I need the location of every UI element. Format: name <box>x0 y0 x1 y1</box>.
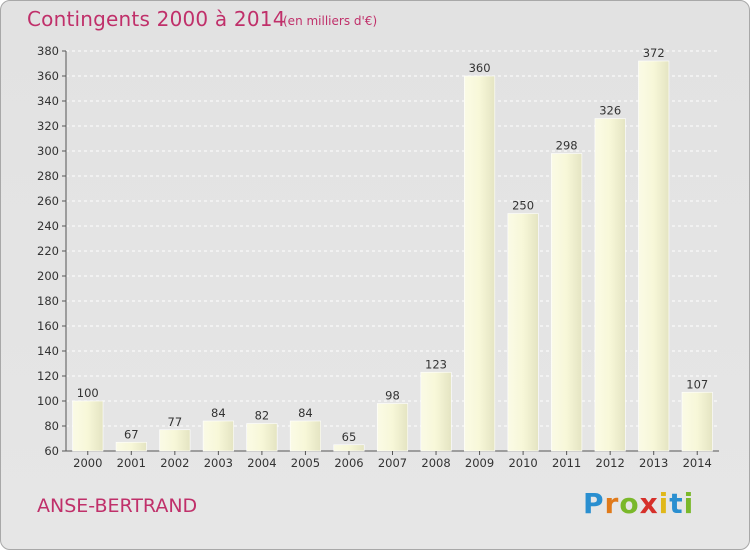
y-tick-label: 380 <box>37 44 59 58</box>
bar <box>594 118 626 452</box>
x-tick-label: 2000 <box>73 456 102 470</box>
x-tick-label: 2013 <box>639 456 668 470</box>
y-tick-label: 100 <box>37 394 59 408</box>
y-tick-label: 60 <box>44 444 59 458</box>
y-tick-label: 360 <box>37 69 59 83</box>
bar <box>638 60 670 452</box>
data-label: 82 <box>255 409 270 423</box>
logo-letter: i <box>683 487 695 520</box>
data-label: 250 <box>512 199 534 213</box>
y-tick-label: 120 <box>37 369 59 383</box>
x-tick-label: 2007 <box>378 456 407 470</box>
bar <box>289 420 321 452</box>
x-tick-label: 2008 <box>421 456 450 470</box>
x-tick-label: 2006 <box>334 456 363 470</box>
logo-letter: P <box>583 487 605 520</box>
data-label: 98 <box>385 389 400 403</box>
y-tick-label: 300 <box>37 144 59 158</box>
y-tick-label: 160 <box>37 319 59 333</box>
data-label: 360 <box>469 61 491 75</box>
logo-letter: x <box>639 487 659 520</box>
x-tick-label: 2003 <box>204 456 233 470</box>
y-tick-label: 320 <box>37 119 59 133</box>
bar <box>159 429 191 452</box>
x-tick-label: 2012 <box>596 456 625 470</box>
bar <box>333 444 365 452</box>
bar <box>507 213 539 452</box>
data-label: 372 <box>643 46 665 60</box>
x-tick-label: 2009 <box>465 456 494 470</box>
x-tick-label: 2011 <box>552 456 581 470</box>
data-label: 67 <box>124 427 139 441</box>
x-tick-label: 2010 <box>508 456 537 470</box>
data-label: 65 <box>342 430 357 444</box>
bar <box>420 371 452 452</box>
y-tick-label: 240 <box>37 219 59 233</box>
y-tick-label: 80 <box>44 419 59 433</box>
bar <box>551 153 583 452</box>
x-tick-label: 2005 <box>291 456 320 470</box>
data-label: 123 <box>425 357 447 371</box>
bar <box>376 403 409 452</box>
data-label: 84 <box>211 406 226 420</box>
logo-letter: t <box>669 487 684 520</box>
x-tick-label: 2014 <box>683 456 712 470</box>
x-tick-label: 2001 <box>117 456 146 470</box>
y-tick-label: 220 <box>37 244 59 258</box>
x-tick-label: 2004 <box>247 456 276 470</box>
chart-subtitle: (en milliers d'€) <box>283 14 378 28</box>
logo-letter: o <box>619 487 640 520</box>
bar <box>115 441 147 452</box>
bar <box>72 400 104 452</box>
y-tick-label: 280 <box>37 169 59 183</box>
y-tick-label: 260 <box>37 194 59 208</box>
logo-letter: r <box>604 487 620 520</box>
data-label: 100 <box>77 386 99 400</box>
bar <box>464 75 496 452</box>
data-label: 107 <box>686 377 708 391</box>
data-label: 77 <box>168 415 183 429</box>
bar <box>202 420 234 452</box>
y-tick-label: 200 <box>37 269 59 283</box>
place-name: ANSE-BERTRAND <box>37 495 198 517</box>
x-tick-label: 2002 <box>160 456 189 470</box>
y-tick-label: 140 <box>37 344 59 358</box>
bar <box>246 423 278 452</box>
chart-title: Contingents 2000 à 2014 <box>27 7 286 31</box>
y-tick-label: 180 <box>37 294 59 308</box>
data-label: 326 <box>599 104 621 118</box>
bar <box>681 391 713 452</box>
proxiti-logo: Proxiti <box>583 487 694 520</box>
logo-letter: i <box>658 487 670 520</box>
data-label: 298 <box>556 139 578 153</box>
data-label: 84 <box>298 406 313 420</box>
y-tick-label: 340 <box>37 94 59 108</box>
